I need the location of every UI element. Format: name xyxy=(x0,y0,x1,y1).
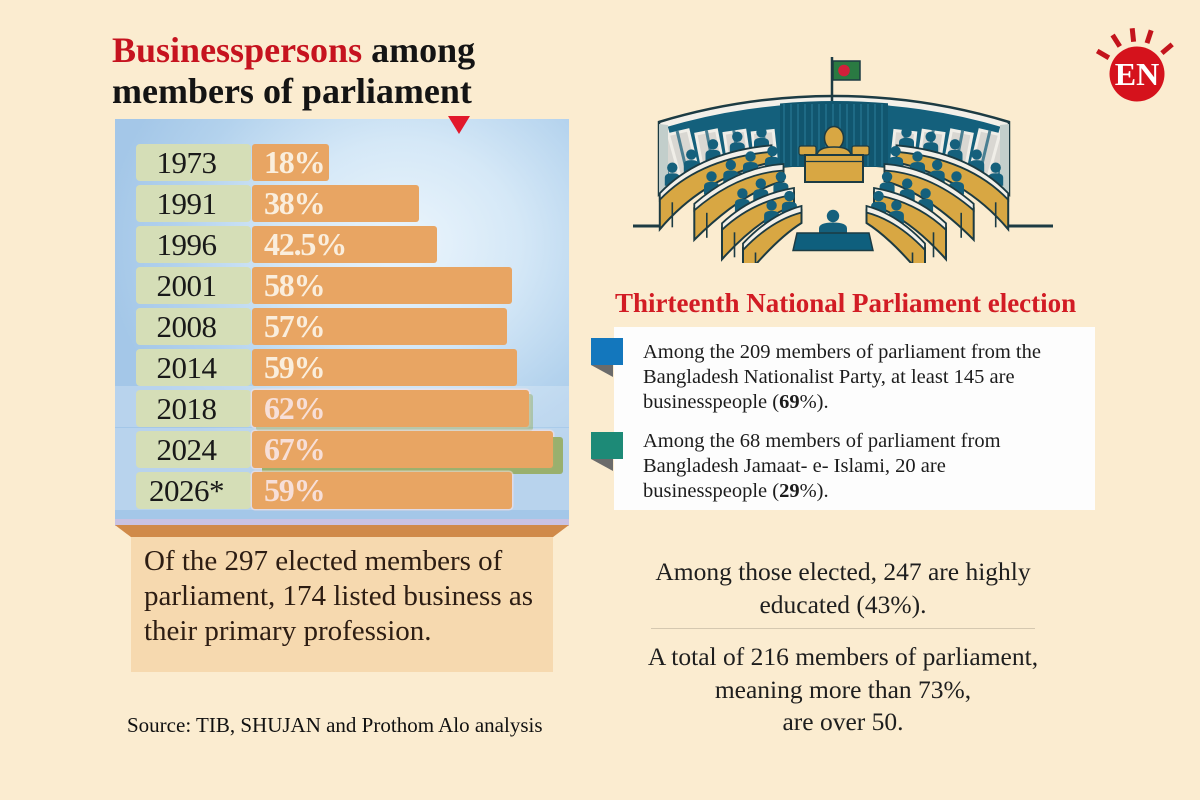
svg-text:EN: EN xyxy=(1115,56,1159,92)
